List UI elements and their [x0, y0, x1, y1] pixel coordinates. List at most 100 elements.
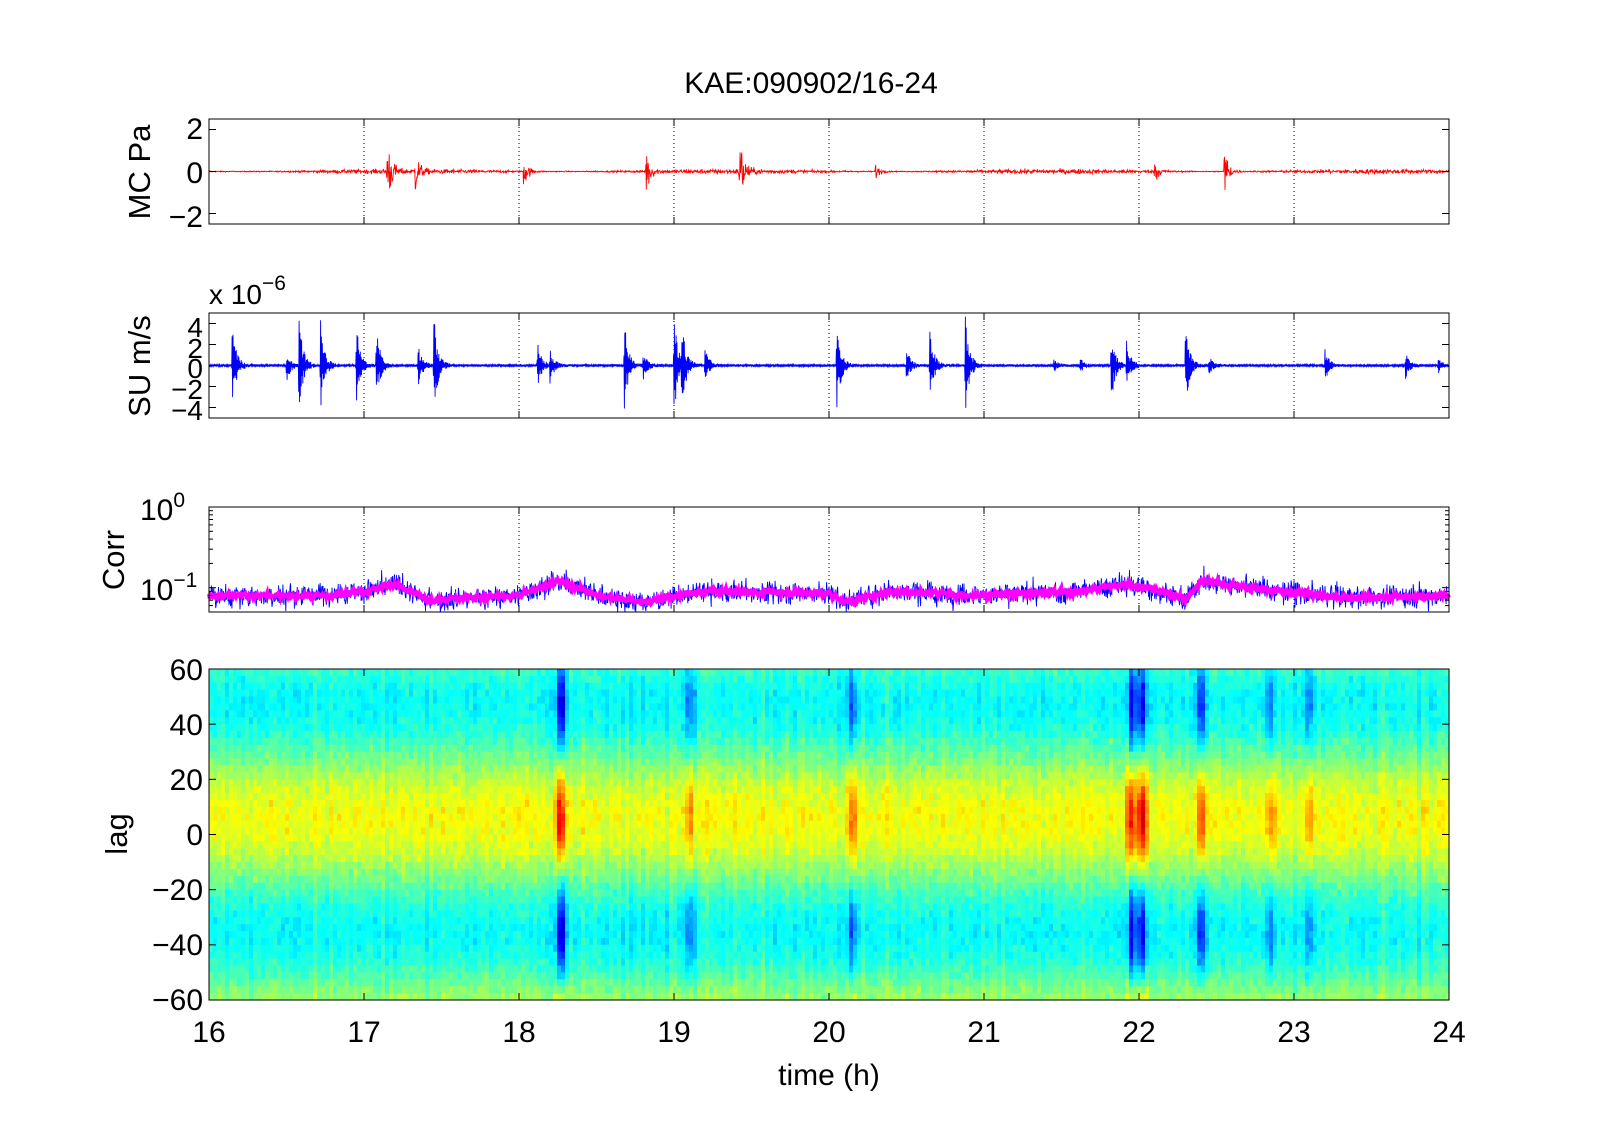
lag-heat-cell	[385, 765, 390, 774]
lag-heat-cell	[305, 882, 310, 891]
lag-heat-cell	[545, 717, 550, 725]
lag-heat-cell	[397, 944, 402, 953]
lag-heat-cell	[481, 779, 486, 787]
lag-heat-cell	[585, 675, 590, 684]
lag-heat-cell	[245, 786, 250, 794]
lag-heat-cell	[225, 917, 230, 925]
lag-heat-cell	[245, 951, 250, 960]
lag-heat-cell	[493, 931, 498, 939]
lag-heat-cell	[565, 875, 570, 884]
lag-heat-cell	[521, 965, 526, 974]
lag-heat-cell	[529, 972, 534, 980]
lag-heat-cell	[353, 717, 358, 725]
lag-heat-cell	[397, 772, 402, 780]
lag-heat-cell	[417, 793, 422, 801]
lag-heat-cell	[265, 903, 270, 911]
lag-heat-cell	[373, 703, 378, 711]
lag-heat-cell	[541, 710, 546, 718]
lag-heat-cell	[329, 786, 334, 794]
lag-heat-cell	[361, 841, 366, 849]
lag-heat-cell	[409, 931, 414, 939]
lag-heat-cell	[577, 986, 582, 994]
lag-heat-cell	[577, 868, 582, 877]
lag-heat-cell	[349, 744, 354, 753]
lag-heat-cell	[353, 965, 358, 974]
lag-heat-cell	[553, 986, 558, 994]
lag-heat-cell	[465, 848, 470, 856]
lag-heat-cell	[333, 779, 338, 787]
lag-heat-cell	[417, 731, 422, 739]
lag-heat-cell	[489, 868, 494, 877]
lag-heat-cell	[409, 669, 414, 677]
lag-heat-cell	[241, 965, 246, 974]
lag-heat-cell	[297, 903, 302, 911]
lag-heat-cell	[501, 855, 506, 863]
lag-heat-cell	[409, 917, 414, 925]
lag-heat-cell	[337, 924, 342, 932]
lag-heat-cell	[509, 834, 514, 842]
lag-heat-cell	[229, 834, 234, 842]
lag-heat-cell	[269, 744, 274, 753]
lag-heat-cell	[513, 793, 518, 801]
lag-heat-cell	[289, 848, 294, 856]
lag-heat-cell	[425, 882, 430, 891]
lag-heat-cell	[221, 848, 226, 856]
lag-heat-cell	[513, 875, 518, 884]
lag-heat-cell	[305, 972, 310, 980]
lag-heat-cell	[437, 972, 442, 980]
lag-heat-cell	[469, 669, 474, 677]
lag-heat-cell	[345, 710, 350, 718]
lag-heat-cell	[341, 744, 346, 753]
lag-heat-cell	[409, 944, 414, 953]
lag-heat-cell	[317, 958, 322, 967]
lag-heat-cell	[577, 813, 582, 822]
lag-heat-cell	[517, 813, 522, 822]
lag-heat-cell	[605, 696, 610, 705]
lag-heat-cell	[505, 696, 510, 705]
lag-heat-cell	[461, 937, 466, 946]
lag-heat-cell	[309, 924, 314, 932]
lag-heat-cell	[257, 710, 262, 718]
lag-heat-cell	[609, 910, 614, 918]
lag-heat-cell	[601, 896, 606, 905]
lag-heat-cell	[405, 800, 410, 808]
lag-heat-cell	[365, 689, 370, 698]
su-ytick-label: −2	[171, 374, 203, 405]
lag-heat-cell	[449, 875, 454, 884]
lag-heat-cell	[477, 903, 482, 911]
lag-heat-cell	[485, 703, 490, 711]
lag-heat-cell	[481, 737, 486, 746]
lag-heat-cell	[573, 800, 578, 808]
lag-heat-cell	[217, 744, 222, 753]
lag-heat-cell	[501, 751, 506, 760]
lag-heat-cell	[217, 772, 222, 780]
lag-heat-cell	[425, 820, 430, 829]
lag-heat-cell	[425, 868, 430, 877]
lag-heat-cell	[577, 917, 582, 925]
lag-heat-cell	[289, 875, 294, 884]
lag-heat-cell	[285, 951, 290, 960]
lag-heat-cell	[217, 717, 222, 725]
lag-heat-cell	[521, 903, 526, 911]
lag-heat-cell	[321, 924, 326, 932]
lag-heat-cell	[233, 868, 238, 877]
lag-heat-cell	[533, 889, 538, 898]
lag-heat-cell	[421, 979, 426, 987]
lag-heat-cell	[465, 751, 470, 760]
lag-heat-cell	[285, 841, 290, 849]
lag-heat-cell	[453, 979, 458, 987]
lag-heat-cell	[401, 669, 406, 677]
lag-heat-cell	[401, 972, 406, 980]
lag-heat-cell	[549, 862, 554, 870]
lag-heat-cell	[225, 758, 230, 767]
lag-heat-cell	[337, 862, 342, 870]
lag-heat-cell	[229, 793, 234, 801]
lag-heat-cell	[413, 882, 418, 891]
lag-heat-cell	[589, 896, 594, 905]
lag-heat-cell	[285, 993, 290, 1001]
lag-heat-cell	[213, 937, 218, 946]
lag-heat-cell	[405, 806, 410, 815]
lag-heat-cell	[445, 882, 450, 891]
lag-heat-cell	[285, 765, 290, 774]
lag-heat-cell	[465, 772, 470, 780]
